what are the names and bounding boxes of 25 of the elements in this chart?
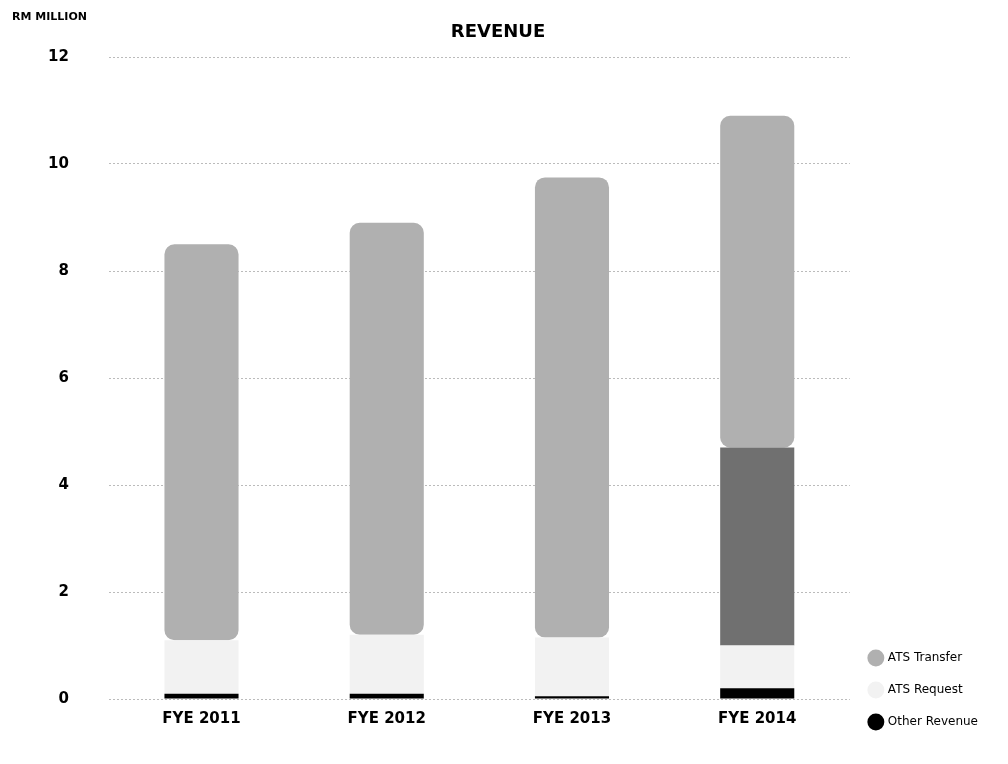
legend-label: Other Revenue — [887, 714, 979, 729]
bar — [164, 693, 239, 699]
y-tick-label: 4 — [58, 474, 69, 493]
y-tick-label: 6 — [58, 367, 69, 386]
legend-label: ATS Request — [887, 682, 963, 697]
bar — [720, 688, 795, 699]
bar — [720, 447, 795, 646]
x-tick-label: FYE 2012 — [347, 708, 426, 727]
bar — [534, 696, 610, 699]
chart-title: REVENUE — [450, 19, 546, 41]
y-tick-label: 12 — [48, 46, 69, 65]
x-tick-label: FYE 2011 — [162, 708, 241, 727]
y-axis-title: RM MILLION — [12, 10, 87, 24]
bar — [720, 645, 795, 689]
bar — [349, 634, 424, 694]
x-tick-label: FYE 2013 — [532, 708, 612, 727]
bar — [534, 637, 610, 697]
x-tick-label: FYE 2014 — [718, 708, 797, 727]
legend-label: ATS Transfer — [887, 650, 963, 665]
y-tick-label: 0 — [58, 688, 69, 707]
y-tick-label: 10 — [48, 153, 69, 172]
y-tick-label: 8 — [58, 260, 69, 279]
y-tick-label: 2 — [58, 581, 69, 600]
bar — [349, 693, 424, 699]
bar — [164, 640, 239, 694]
